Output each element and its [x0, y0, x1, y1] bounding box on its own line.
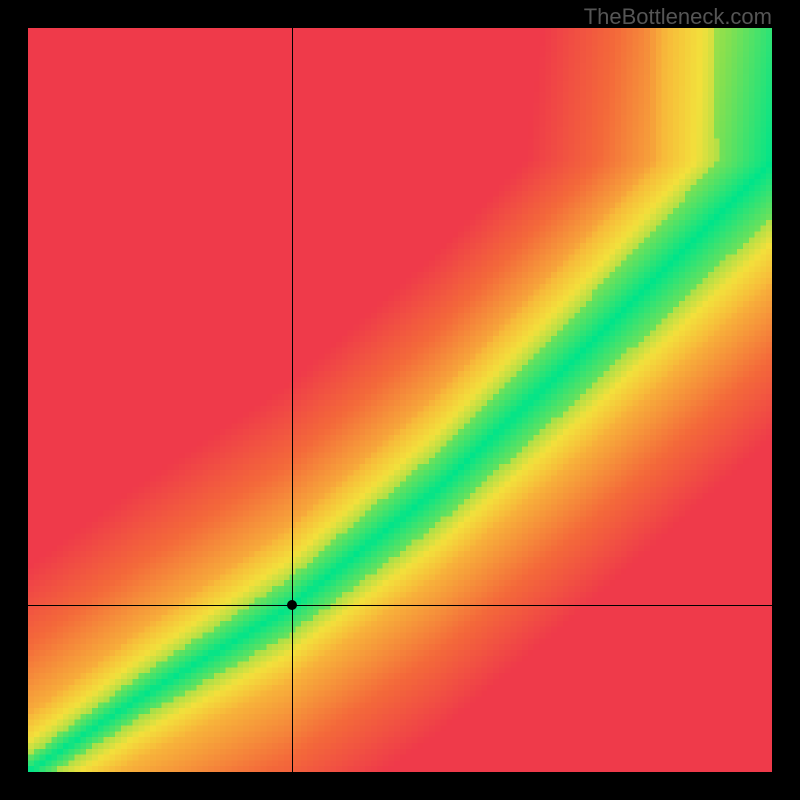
heatmap-plot — [28, 28, 772, 772]
marker-dot — [287, 600, 297, 610]
crosshair-vertical — [292, 28, 293, 772]
watermark-text: TheBottleneck.com — [584, 4, 772, 30]
crosshair-horizontal — [28, 605, 772, 606]
heatmap-canvas — [28, 28, 772, 772]
